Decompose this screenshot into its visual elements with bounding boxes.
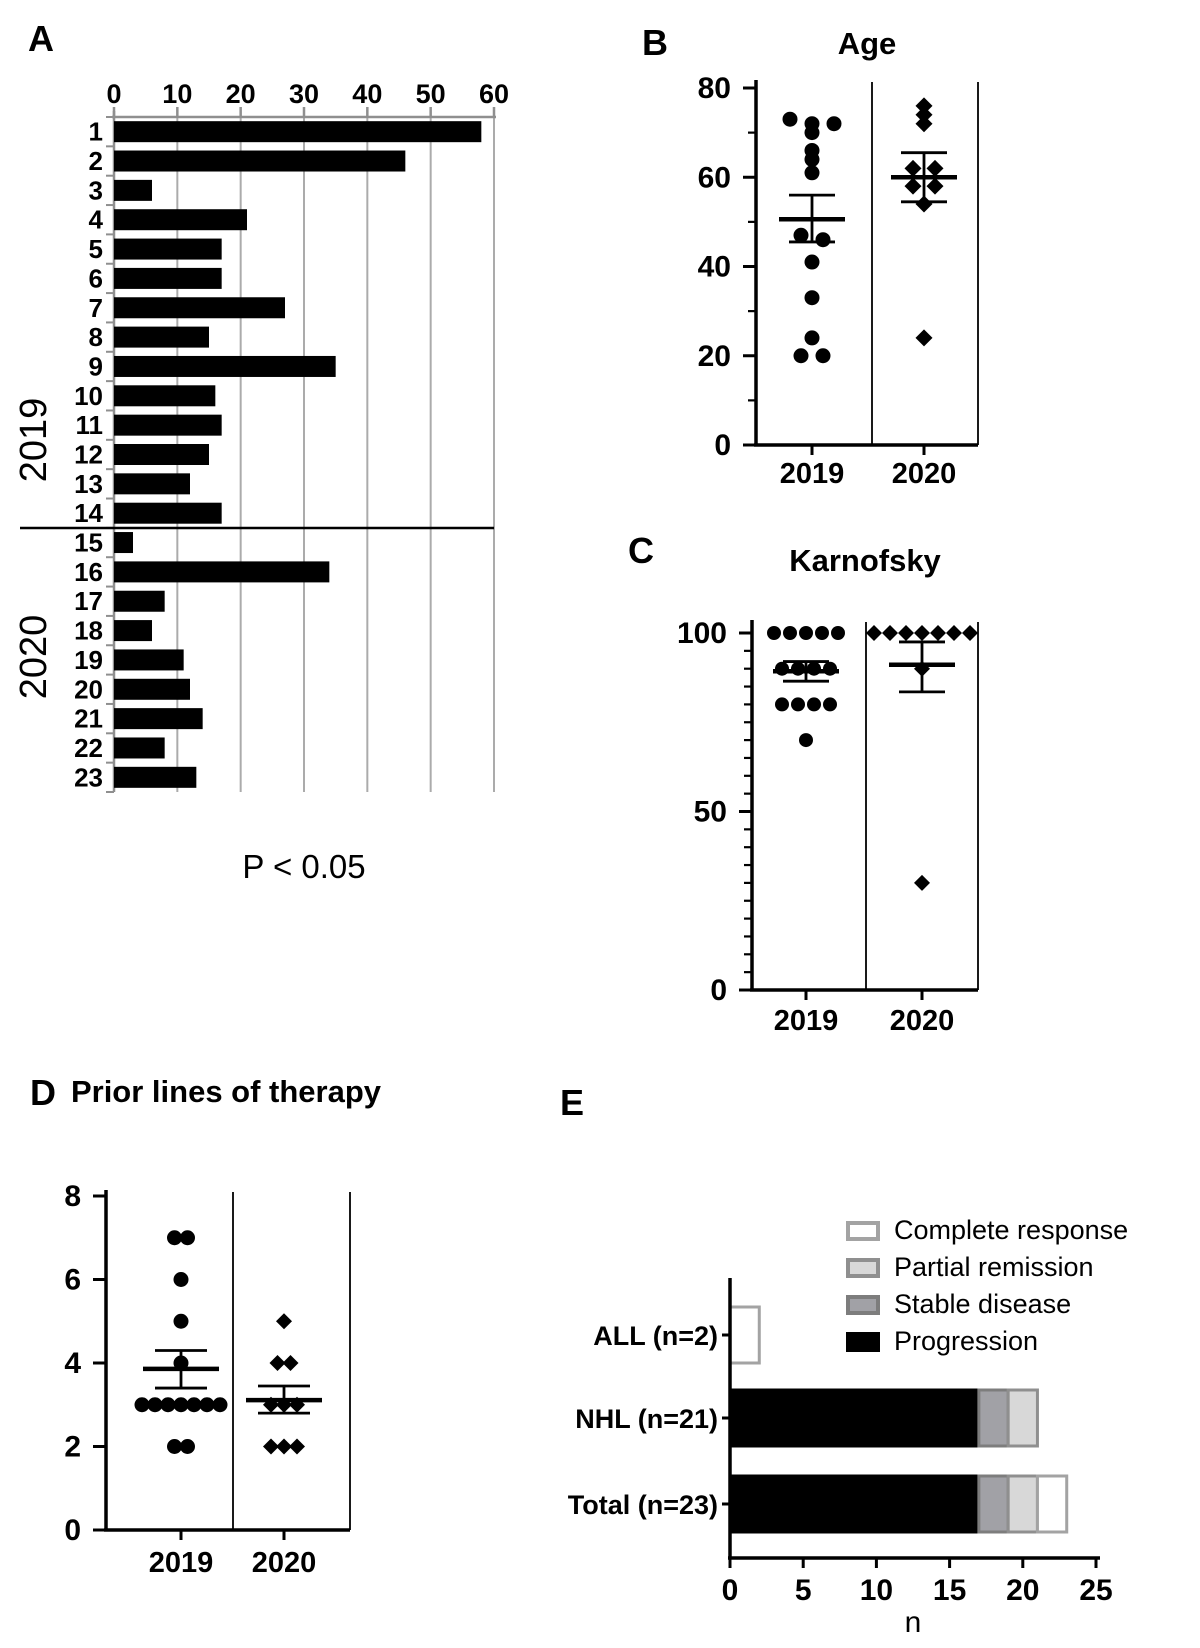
svg-text:10: 10 xyxy=(162,79,192,109)
svg-text:20: 20 xyxy=(1006,1574,1039,1607)
svg-text:21: 21 xyxy=(74,704,103,734)
svg-text:n: n xyxy=(905,1606,922,1639)
panel-e-legend: Complete response Partial remission Stab… xyxy=(846,1212,1128,1360)
svg-text:11: 11 xyxy=(76,410,104,440)
svg-text:30: 30 xyxy=(289,79,319,109)
legend-item-progression: Progression xyxy=(846,1323,1128,1360)
legend-label-stable-disease: Stable disease xyxy=(894,1289,1072,1319)
panel-c-letter: C xyxy=(628,530,654,571)
svg-text:15: 15 xyxy=(74,528,103,558)
svg-text:4: 4 xyxy=(64,1347,81,1380)
svg-text:50: 50 xyxy=(416,79,446,109)
svg-text:2020: 2020 xyxy=(252,1547,317,1579)
svg-text:6: 6 xyxy=(89,263,103,293)
stable-disease-swatch-icon xyxy=(846,1294,880,1315)
svg-text:22: 22 xyxy=(74,733,103,763)
svg-text:2020: 2020 xyxy=(890,1005,955,1037)
svg-text:13: 13 xyxy=(74,469,103,499)
svg-text:7: 7 xyxy=(89,293,103,323)
svg-text:5: 5 xyxy=(795,1574,812,1607)
panel-b-letter: B xyxy=(642,22,668,63)
panel-a-letter: A xyxy=(28,18,54,59)
svg-text:25: 25 xyxy=(1079,1574,1112,1607)
svg-text:60: 60 xyxy=(479,79,509,109)
legend-item-complete-response: Complete response xyxy=(846,1212,1128,1249)
svg-text:0: 0 xyxy=(722,1574,739,1607)
svg-text:Total (n=23): Total (n=23) xyxy=(568,1490,718,1520)
svg-text:8: 8 xyxy=(64,1180,81,1213)
partial-remission-swatch-icon xyxy=(846,1257,880,1278)
panel-e-letter: E xyxy=(560,1082,585,1123)
panel-a-pvalue: P < 0.05 xyxy=(242,848,366,885)
svg-text:2019: 2019 xyxy=(149,1547,214,1579)
svg-text:0: 0 xyxy=(714,429,731,462)
legend-label-progression: Progression xyxy=(894,1326,1039,1356)
svg-text:12: 12 xyxy=(74,440,103,470)
svg-text:4: 4 xyxy=(89,205,104,235)
svg-text:0: 0 xyxy=(64,1514,81,1547)
panel-b-title: Age xyxy=(837,26,897,61)
svg-text:14: 14 xyxy=(74,498,103,528)
legend-item-stable-disease: Stable disease xyxy=(846,1286,1128,1323)
svg-text:0: 0 xyxy=(106,79,121,109)
svg-text:2019: 2019 xyxy=(780,458,845,490)
svg-text:2020: 2020 xyxy=(13,615,55,700)
svg-text:6: 6 xyxy=(64,1264,81,1297)
panel-c-title: Karnofsky xyxy=(789,543,941,578)
svg-text:2019: 2019 xyxy=(774,1005,839,1037)
svg-text:2: 2 xyxy=(89,146,103,176)
svg-text:2020: 2020 xyxy=(892,458,957,490)
svg-text:9: 9 xyxy=(89,351,103,381)
svg-text:8: 8 xyxy=(89,322,103,352)
svg-text:40: 40 xyxy=(352,79,382,109)
svg-text:17: 17 xyxy=(74,586,103,616)
svg-text:2: 2 xyxy=(64,1431,81,1464)
legend-item-partial-remission: Partial remission xyxy=(846,1249,1128,1286)
svg-text:2019: 2019 xyxy=(13,398,55,483)
complete-response-swatch-icon xyxy=(846,1220,880,1241)
legend-label-partial-remission: Partial remission xyxy=(894,1252,1094,1282)
svg-text:40: 40 xyxy=(698,251,731,284)
legend-label-complete-response: Complete response xyxy=(894,1215,1129,1245)
svg-text:10: 10 xyxy=(860,1574,893,1607)
panel-d-title: Prior lines of therapy xyxy=(70,1074,382,1109)
svg-text:20: 20 xyxy=(74,674,103,704)
svg-text:23: 23 xyxy=(74,762,103,792)
svg-text:0: 0 xyxy=(710,974,727,1007)
svg-text:1: 1 xyxy=(89,117,103,147)
svg-text:60: 60 xyxy=(698,161,731,194)
svg-text:80: 80 xyxy=(698,72,731,105)
progression-swatch-icon xyxy=(846,1331,880,1352)
panel-d-letter: D xyxy=(30,1072,56,1113)
svg-text:18: 18 xyxy=(74,616,103,646)
svg-text:50: 50 xyxy=(694,796,727,829)
svg-text:15: 15 xyxy=(933,1574,966,1607)
svg-text:20: 20 xyxy=(698,340,731,373)
svg-text:3: 3 xyxy=(89,175,103,205)
svg-text:16: 16 xyxy=(74,557,103,587)
svg-text:100: 100 xyxy=(677,617,727,650)
svg-text:NHL (n=21): NHL (n=21) xyxy=(575,1404,718,1434)
svg-text:5: 5 xyxy=(89,234,103,264)
svg-text:19: 19 xyxy=(74,645,103,675)
svg-text:20: 20 xyxy=(226,79,256,109)
svg-text:ALL (n=2): ALL (n=2) xyxy=(593,1321,718,1351)
svg-text:10: 10 xyxy=(74,381,103,411)
